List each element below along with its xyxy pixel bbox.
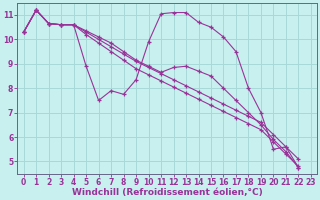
X-axis label: Windchill (Refroidissement éolien,°C): Windchill (Refroidissement éolien,°C) xyxy=(72,188,263,197)
